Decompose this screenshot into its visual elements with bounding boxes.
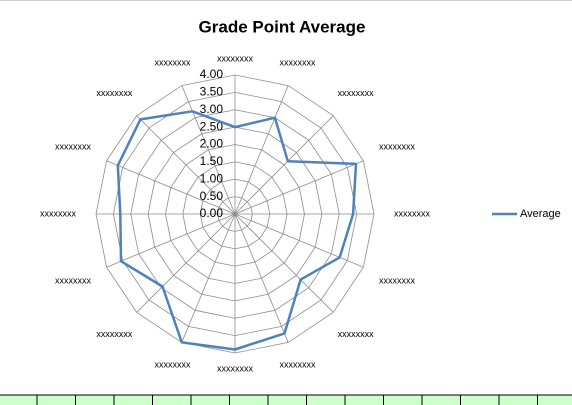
y-tick-label: 2.00 bbox=[200, 137, 224, 151]
spreadsheet-row bbox=[0, 395, 572, 405]
category-label: xxxxxxxx bbox=[96, 88, 133, 98]
spoke bbox=[136, 115, 236, 215]
category-label: xxxxxxxx bbox=[379, 275, 416, 285]
category-label: xxxxxxxx bbox=[280, 359, 317, 369]
spoke bbox=[234, 85, 289, 215]
category-label: xxxxxxxx bbox=[154, 57, 191, 67]
category-label: xxxxxxxx bbox=[217, 53, 254, 63]
spoke bbox=[234, 213, 334, 313]
category-label: xxxxxxxx bbox=[96, 329, 133, 339]
y-tick-label: 1.50 bbox=[200, 154, 224, 168]
category-label: xxxxxxxx bbox=[379, 141, 416, 151]
category-label: xxxxxxxx bbox=[338, 329, 375, 339]
y-tick-label: 0.50 bbox=[200, 189, 224, 203]
category-label: xxxxxxxx bbox=[40, 208, 77, 218]
spoke bbox=[106, 213, 236, 268]
y-tick-label: 3.00 bbox=[200, 102, 224, 116]
y-tick-label: 4.00 bbox=[200, 67, 224, 81]
spoke bbox=[234, 160, 364, 215]
legend-label: Average bbox=[520, 208, 561, 220]
spoke bbox=[106, 160, 236, 215]
category-label: xxxxxxxx bbox=[154, 359, 191, 369]
series-line bbox=[116, 110, 358, 351]
spreadsheet-cells bbox=[36, 395, 538, 405]
spoke bbox=[181, 85, 236, 215]
spoke bbox=[181, 213, 236, 343]
category-label: xxxxxxxx bbox=[394, 208, 431, 218]
spoke bbox=[234, 213, 289, 343]
y-tick-label: 2.50 bbox=[200, 119, 224, 133]
category-label: xxxxxxxx bbox=[55, 275, 92, 285]
category-label: xxxxxxxx bbox=[55, 141, 92, 151]
y-tick-label: 0.00 bbox=[200, 206, 224, 220]
spoke bbox=[136, 213, 236, 313]
y-tick-label: 1.00 bbox=[200, 171, 224, 185]
spoke bbox=[234, 115, 334, 215]
chart-title: Grade Point Average bbox=[199, 17, 366, 36]
category-label: xxxxxxxx bbox=[338, 88, 375, 98]
category-label: xxxxxxxx bbox=[280, 57, 317, 67]
spoke bbox=[234, 213, 364, 268]
category-label: xxxxxxxx bbox=[217, 363, 254, 373]
y-tick-label: 3.50 bbox=[200, 85, 224, 99]
